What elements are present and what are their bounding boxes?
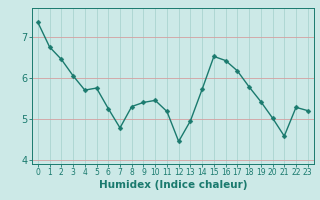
X-axis label: Humidex (Indice chaleur): Humidex (Indice chaleur): [99, 180, 247, 190]
